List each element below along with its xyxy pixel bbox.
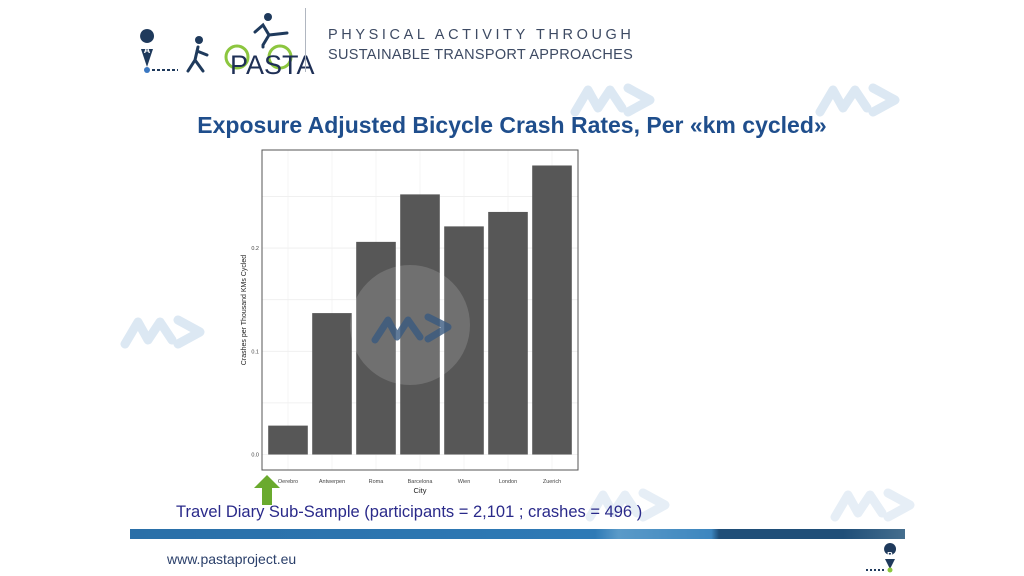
x-tick-label: Barcelona	[408, 479, 434, 485]
x-axis-label: City	[414, 486, 427, 495]
bar-wien	[444, 226, 484, 455]
tagline-line1: PHYSICAL ACTIVITY THROUGH	[328, 27, 635, 43]
header-divider	[305, 8, 306, 72]
watermark-logo-icon	[585, 488, 670, 522]
up-arrow-icon	[254, 475, 280, 505]
watermark-logo-icon	[815, 83, 900, 117]
marker-b-icon: B	[866, 543, 897, 573]
x-tick-label: London	[499, 479, 517, 485]
watermark-logo-icon	[570, 83, 655, 117]
watermark-logo-icon	[371, 313, 452, 344]
svg-text:B: B	[887, 551, 893, 560]
tagline-line2: SUSTAINABLE TRANSPORT APPROACHES	[328, 47, 634, 63]
bar-london	[488, 211, 528, 455]
pasta-logo-icon: A	[140, 13, 293, 73]
bar-antwerpen	[312, 313, 352, 455]
footer-band	[130, 529, 905, 539]
y-tick-label: 0.0	[251, 453, 259, 459]
bar-zuerich	[532, 165, 572, 455]
x-tick-label: Oerebro	[278, 479, 298, 485]
slide-title: Exposure Adjusted Bicycle Crash Rates, P…	[197, 112, 827, 138]
watermark-logo-icon	[120, 315, 205, 349]
bar-chart: 0.0 0.1 0.2 Oerebro Antwerpen Roma Barcelona W…	[241, 149, 579, 495]
x-tick-label: Zuerich	[543, 479, 561, 485]
x-tick-label: Roma	[369, 479, 385, 485]
x-tick-label: Wien	[458, 479, 471, 485]
watermark-logo-icon	[830, 488, 915, 522]
y-tick-label: 0.1	[251, 349, 259, 355]
svg-text:A: A	[144, 45, 151, 55]
subsample-caption: Travel Diary Sub-Sample (participants = …	[176, 503, 643, 521]
tagline: PHYSICAL ACTIVITY THROUGH SUSTAINABLE TR…	[328, 25, 634, 65]
bar-roma	[356, 241, 396, 455]
y-tick-label: 0.2	[251, 246, 259, 252]
website-link[interactable]: www.pastaproject.eu	[167, 551, 297, 567]
x-tick-label: Antwerpen	[319, 479, 345, 485]
bar-oerebro	[268, 425, 308, 455]
y-axis-label: Crashes per Thousand KMs Cycled	[241, 255, 248, 365]
brand-name: PASTA	[230, 50, 315, 80]
